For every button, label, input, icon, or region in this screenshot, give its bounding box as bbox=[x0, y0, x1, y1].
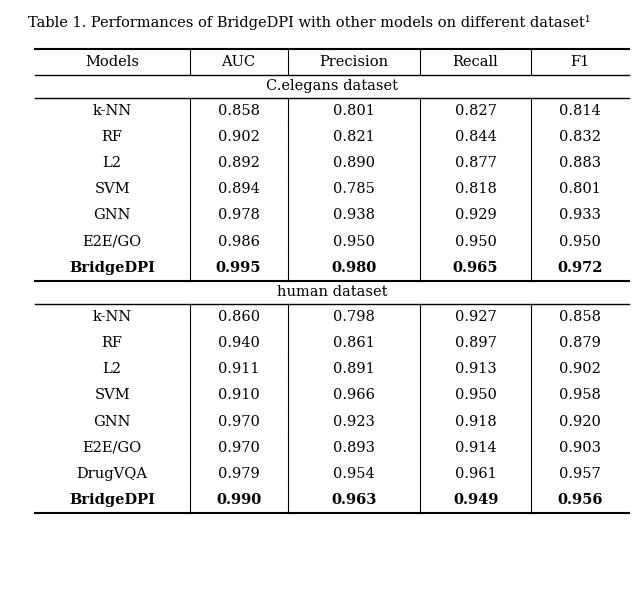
Text: BridgeDPI: BridgeDPI bbox=[70, 493, 155, 507]
Text: 0.821: 0.821 bbox=[333, 130, 375, 144]
Text: L2: L2 bbox=[102, 156, 122, 170]
Text: BridgeDPI: BridgeDPI bbox=[70, 260, 155, 275]
Text: 0.877: 0.877 bbox=[454, 156, 497, 170]
Text: 0.990: 0.990 bbox=[216, 493, 261, 507]
Text: 0.918: 0.918 bbox=[454, 414, 497, 429]
Text: 0.893: 0.893 bbox=[333, 440, 375, 455]
Text: 0.963: 0.963 bbox=[331, 493, 377, 507]
Text: Table 1. Performances of BridgeDPI with other models on different dataset¹: Table 1. Performances of BridgeDPI with … bbox=[28, 15, 591, 30]
Text: 0.911: 0.911 bbox=[218, 362, 259, 377]
Text: 0.814: 0.814 bbox=[559, 104, 601, 118]
Text: 0.972: 0.972 bbox=[557, 260, 602, 275]
Text: 0.966: 0.966 bbox=[333, 388, 375, 403]
Text: 0.929: 0.929 bbox=[454, 208, 497, 223]
Text: 0.950: 0.950 bbox=[559, 234, 601, 249]
Text: Precision: Precision bbox=[319, 54, 389, 69]
Text: 0.957: 0.957 bbox=[559, 466, 601, 481]
Text: 0.827: 0.827 bbox=[454, 104, 497, 118]
Text: 0.832: 0.832 bbox=[559, 130, 601, 144]
Text: RF: RF bbox=[102, 336, 123, 350]
Text: 0.956: 0.956 bbox=[557, 493, 602, 507]
Text: 0.949: 0.949 bbox=[453, 493, 498, 507]
Text: 0.978: 0.978 bbox=[217, 208, 260, 223]
Text: 0.785: 0.785 bbox=[333, 182, 375, 197]
Text: AUC: AUC bbox=[222, 54, 255, 69]
Text: 0.883: 0.883 bbox=[559, 156, 601, 170]
Text: 0.950: 0.950 bbox=[333, 234, 375, 249]
Text: 0.979: 0.979 bbox=[217, 466, 260, 481]
Text: 0.913: 0.913 bbox=[454, 362, 497, 377]
Text: DrugVQA: DrugVQA bbox=[76, 466, 148, 481]
Text: 0.940: 0.940 bbox=[217, 336, 260, 350]
Text: 0.938: 0.938 bbox=[333, 208, 375, 223]
Text: 0.860: 0.860 bbox=[217, 310, 260, 324]
Text: 0.920: 0.920 bbox=[559, 414, 601, 429]
Text: SVM: SVM bbox=[94, 182, 130, 197]
Text: 0.892: 0.892 bbox=[217, 156, 260, 170]
Text: 0.961: 0.961 bbox=[454, 466, 497, 481]
Text: 0.798: 0.798 bbox=[333, 310, 375, 324]
Text: L2: L2 bbox=[102, 362, 122, 377]
Text: 0.954: 0.954 bbox=[333, 466, 375, 481]
Text: 0.970: 0.970 bbox=[217, 440, 260, 455]
Text: 0.923: 0.923 bbox=[333, 414, 375, 429]
Text: 0.910: 0.910 bbox=[217, 388, 260, 403]
Text: C.elegans dataset: C.elegans dataset bbox=[266, 79, 398, 94]
Text: GNN: GNN bbox=[94, 208, 131, 223]
Text: 0.933: 0.933 bbox=[559, 208, 601, 223]
Text: Recall: Recall bbox=[453, 54, 499, 69]
Text: GNN: GNN bbox=[94, 414, 131, 429]
Text: 0.890: 0.890 bbox=[333, 156, 375, 170]
Text: 0.844: 0.844 bbox=[454, 130, 497, 144]
Text: 0.986: 0.986 bbox=[217, 234, 260, 249]
Text: E2E/GO: E2E/GO bbox=[83, 234, 142, 249]
Text: RF: RF bbox=[102, 130, 123, 144]
Text: E2E/GO: E2E/GO bbox=[83, 440, 142, 455]
Text: 0.970: 0.970 bbox=[217, 414, 260, 429]
Text: 0.861: 0.861 bbox=[333, 336, 375, 350]
Text: 0.801: 0.801 bbox=[333, 104, 375, 118]
Text: Models: Models bbox=[85, 54, 139, 69]
Text: 0.965: 0.965 bbox=[453, 260, 498, 275]
Text: 0.897: 0.897 bbox=[454, 336, 497, 350]
Text: 0.995: 0.995 bbox=[216, 260, 261, 275]
Text: SVM: SVM bbox=[94, 388, 130, 403]
Text: human dataset: human dataset bbox=[277, 285, 387, 300]
Text: 0.927: 0.927 bbox=[454, 310, 497, 324]
Text: 0.902: 0.902 bbox=[217, 130, 260, 144]
Text: F1: F1 bbox=[570, 54, 590, 69]
Text: 0.801: 0.801 bbox=[559, 182, 601, 197]
Text: k-NN: k-NN bbox=[92, 104, 132, 118]
Text: 0.902: 0.902 bbox=[559, 362, 601, 377]
Text: 0.894: 0.894 bbox=[217, 182, 260, 197]
Text: 0.858: 0.858 bbox=[217, 104, 260, 118]
Text: 0.980: 0.980 bbox=[331, 260, 377, 275]
Text: 0.958: 0.958 bbox=[559, 388, 601, 403]
Text: 0.950: 0.950 bbox=[454, 234, 497, 249]
Text: 0.818: 0.818 bbox=[454, 182, 497, 197]
Text: 0.903: 0.903 bbox=[559, 440, 601, 455]
Text: 0.891: 0.891 bbox=[333, 362, 375, 377]
Text: 0.950: 0.950 bbox=[454, 388, 497, 403]
Text: 0.858: 0.858 bbox=[559, 310, 601, 324]
Text: 0.914: 0.914 bbox=[455, 440, 496, 455]
Text: 0.879: 0.879 bbox=[559, 336, 601, 350]
Text: k-NN: k-NN bbox=[92, 310, 132, 324]
